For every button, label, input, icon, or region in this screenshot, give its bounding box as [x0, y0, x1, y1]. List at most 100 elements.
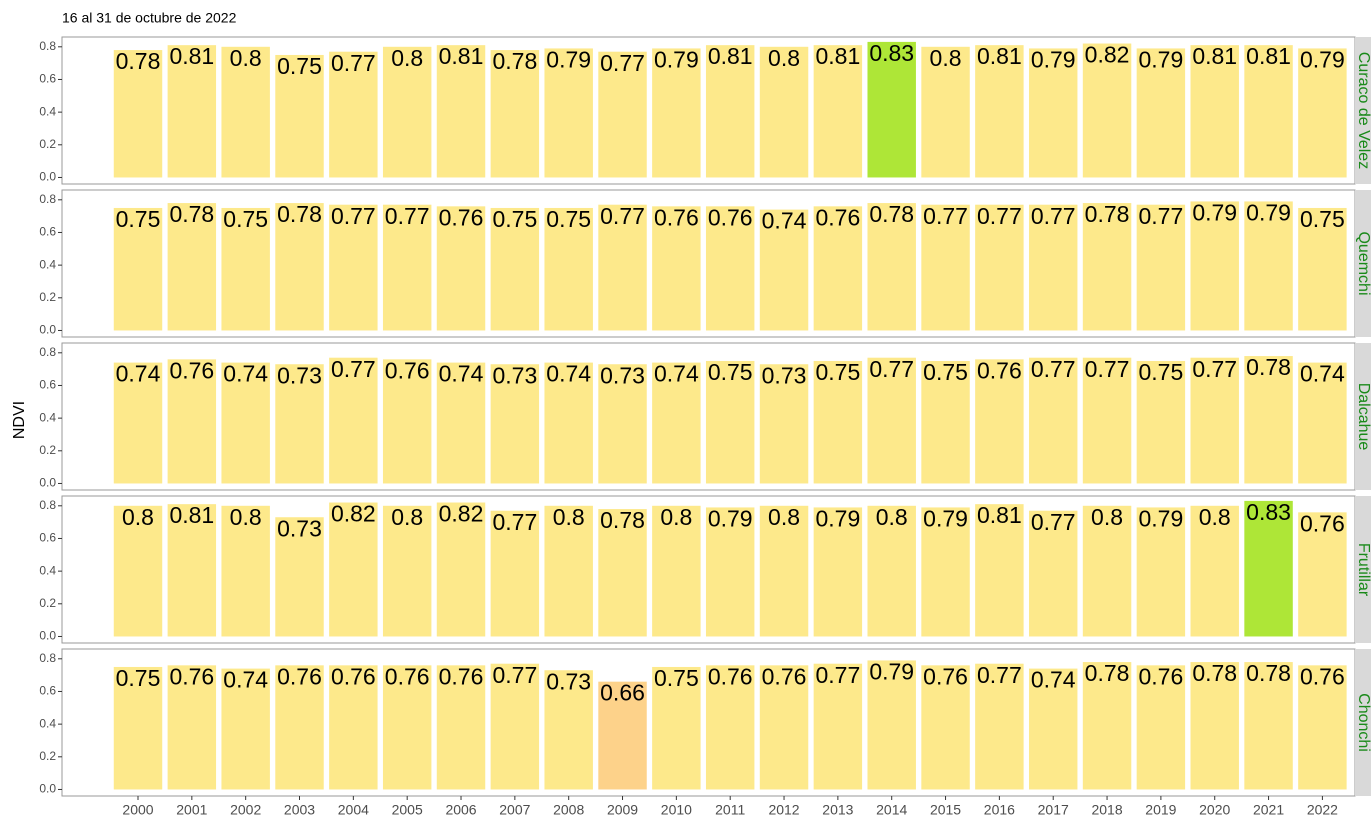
x-tick-label: 2006 [445, 802, 476, 818]
bar [705, 206, 755, 331]
bar [382, 204, 432, 331]
bar [382, 665, 432, 790]
y-tick-label: 0.0 [39, 476, 56, 490]
value-label: 0.76 [331, 663, 376, 689]
y-tick-label: 0.0 [39, 782, 56, 796]
bar [436, 45, 486, 178]
bar [1136, 48, 1186, 178]
value-label: 0.8 [876, 504, 908, 530]
value-label: 0.74 [223, 667, 268, 693]
facet-strip [1355, 343, 1371, 490]
chart-title: 16 al 31 de octubre de 2022 [62, 10, 237, 26]
facet-strip [1355, 37, 1371, 184]
value-label: 0.83 [1246, 499, 1291, 525]
bar [813, 663, 863, 790]
value-label: 0.82 [1085, 42, 1130, 68]
bar [167, 45, 217, 178]
bar [113, 207, 163, 331]
value-label: 0.76 [1300, 510, 1345, 536]
y-axis-label: NDVI [11, 401, 28, 439]
bar [329, 51, 378, 178]
value-label: 0.8 [122, 504, 154, 530]
value-label: 0.74 [1031, 667, 1076, 693]
value-label: 0.76 [923, 663, 968, 689]
value-label: 0.81 [815, 43, 860, 69]
bar [598, 681, 647, 790]
facet-label: Dalcahue [1355, 383, 1371, 451]
bar [490, 50, 540, 178]
bar [867, 203, 916, 331]
bar [1298, 207, 1347, 331]
y-tick-label: 0.8 [39, 39, 56, 53]
bar [113, 666, 163, 790]
value-label: 0.77 [331, 356, 376, 382]
value-label: 0.8 [930, 45, 962, 71]
y-tick-label: 0.8 [39, 345, 56, 359]
bar [1136, 507, 1186, 637]
bar [382, 505, 432, 637]
bar [867, 660, 916, 790]
bar [975, 359, 1024, 484]
x-tick-label: 2016 [984, 802, 1015, 818]
bar [867, 357, 916, 484]
bar [275, 203, 324, 331]
bar [113, 362, 163, 484]
bar [544, 670, 593, 790]
value-label: 0.79 [923, 506, 968, 532]
value-label: 0.81 [169, 502, 214, 528]
value-label: 0.78 [1085, 660, 1130, 686]
bar [1298, 48, 1347, 178]
x-tick-label: 2015 [930, 802, 961, 818]
bar [598, 204, 647, 331]
value-label: 0.79 [1031, 47, 1076, 73]
bar [436, 665, 486, 790]
y-tick-label: 0.6 [39, 531, 56, 545]
value-label: 0.79 [1246, 200, 1291, 226]
bar [544, 505, 593, 637]
bar [759, 209, 809, 331]
value-label: 0.78 [600, 507, 645, 533]
bar [1028, 357, 1078, 484]
bar [813, 206, 863, 331]
value-label: 0.81 [169, 43, 214, 69]
x-tick-label: 2008 [553, 802, 584, 818]
value-label: 0.77 [331, 203, 376, 229]
value-label: 0.81 [977, 502, 1022, 528]
bar [1082, 203, 1132, 331]
x-tick-label: 2000 [122, 802, 153, 818]
bar [1028, 510, 1078, 637]
bar [705, 360, 755, 484]
facet-label: Quemchi [1355, 231, 1371, 295]
x-tick-label: 2002 [230, 802, 261, 818]
value-label: 0.81 [439, 43, 484, 69]
bar [490, 663, 540, 790]
bar [544, 362, 593, 484]
value-label: 0.77 [600, 203, 645, 229]
value-label: 0.76 [815, 204, 860, 230]
value-label: 0.78 [1192, 660, 1237, 686]
value-label: 0.78 [116, 48, 161, 74]
value-label: 0.76 [277, 663, 322, 689]
value-label: 0.79 [654, 47, 699, 73]
x-tick-label: 2012 [768, 802, 799, 818]
bar [167, 504, 217, 637]
facet-strip [1355, 190, 1371, 337]
x-tick-label: 2003 [284, 802, 315, 818]
value-label: 0.8 [230, 504, 262, 530]
y-tick-label: 0.4 [39, 410, 56, 424]
value-label: 0.81 [977, 43, 1022, 69]
bar [436, 502, 486, 637]
bar [329, 204, 378, 331]
bar [436, 206, 486, 331]
bar [1190, 505, 1239, 637]
bar [652, 505, 701, 637]
x-tick-label: 2014 [876, 802, 907, 818]
value-label: 0.77 [1031, 509, 1076, 535]
facet-strip-label-group: Curaco de Velez [1355, 52, 1371, 169]
bar [867, 41, 916, 178]
bar [813, 360, 863, 484]
y-tick-label: 0.4 [39, 257, 56, 271]
bar [921, 360, 970, 484]
bar [652, 206, 701, 331]
